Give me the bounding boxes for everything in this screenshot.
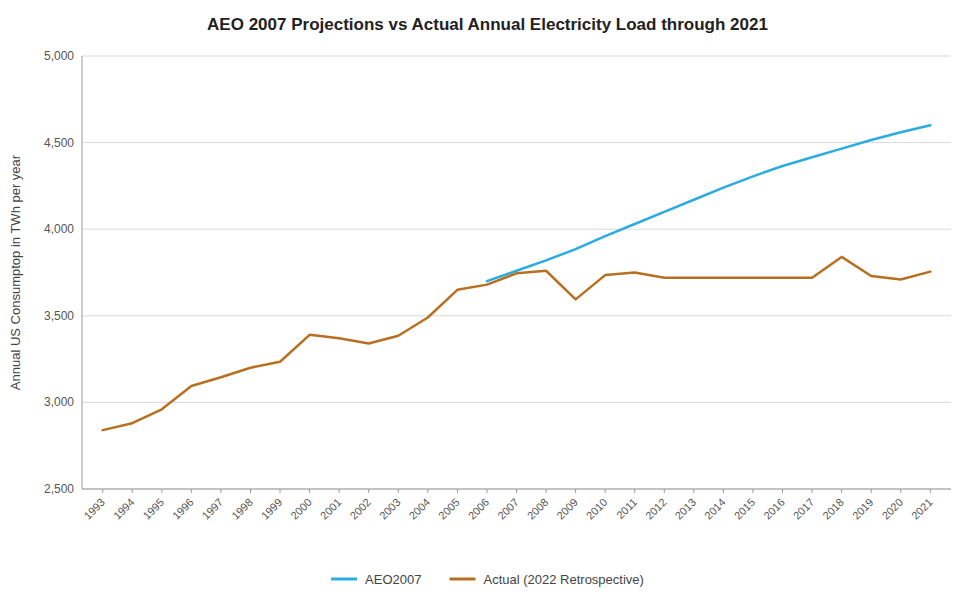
x-tick — [693, 489, 694, 493]
x-tick-label: 2013 — [672, 496, 698, 522]
x-tick — [457, 489, 458, 493]
x-tick-label: 2005 — [436, 496, 462, 522]
x-tick-label: 2007 — [495, 496, 521, 522]
x-tick — [546, 489, 547, 493]
x-axis: 1993199419951996199719981999200020012002… — [81, 489, 934, 522]
x-tick — [634, 489, 635, 493]
legend-swatch — [449, 578, 475, 581]
x-tick — [368, 489, 369, 493]
x-tick — [132, 489, 133, 493]
y-axis-label: Annual US Consumptop in TWh per year — [8, 154, 23, 390]
x-tick — [930, 489, 931, 493]
chart: AEO 2007 Projections vs Actual Annual El… — [0, 0, 975, 601]
grid-line — [82, 229, 951, 230]
y-tick-label: 3,500 — [44, 309, 74, 323]
x-tick — [871, 489, 872, 493]
x-tick — [280, 489, 281, 493]
x-tick — [782, 489, 783, 493]
y-axis-line — [82, 56, 83, 489]
x-tick — [723, 489, 724, 493]
series-line — [103, 257, 931, 430]
grid-line — [82, 402, 951, 403]
x-tick — [841, 489, 842, 493]
legend-label: AEO2007 — [365, 572, 421, 587]
x-tick — [250, 489, 251, 493]
x-tick — [486, 489, 487, 493]
title: AEO 2007 Projections vs Actual Annual El… — [207, 15, 768, 34]
x-tick-label: 2018 — [820, 496, 846, 522]
x-tick-label: 2012 — [643, 496, 669, 522]
x-tick-label: 2003 — [377, 496, 403, 522]
x-tick — [309, 489, 310, 493]
grid-line — [82, 315, 951, 316]
x-tick-label: 1997 — [200, 496, 226, 522]
x-tick — [339, 489, 340, 493]
grid — [82, 56, 951, 489]
x-tick-label: 1994 — [111, 496, 137, 522]
x-tick — [605, 489, 606, 493]
x-tick-label: 2011 — [614, 496, 639, 521]
x-tick — [516, 489, 517, 493]
x-tick-label: 2020 — [879, 496, 905, 522]
x-tick-label: 2015 — [732, 496, 758, 522]
plot-data — [103, 125, 931, 430]
x-tick — [900, 489, 901, 493]
series-line — [487, 125, 930, 281]
y-tick-label: 5,000 — [44, 49, 74, 63]
legend-item: AEO2007 — [331, 572, 421, 587]
x-tick-label: 1995 — [140, 496, 166, 522]
legend-label: Actual (2022 Retrospective) — [483, 572, 643, 587]
legend: AEO2007 Actual (2022 Retrospective) — [331, 572, 644, 587]
y-tick-label: 4,000 — [44, 222, 74, 236]
x-tick — [191, 489, 192, 493]
x-tick — [427, 489, 428, 493]
x-tick-label: 2000 — [288, 496, 314, 522]
legend-item: Actual (2022 Retrospective) — [449, 572, 643, 587]
x-tick — [575, 489, 576, 493]
x-tick-label: 2008 — [525, 496, 551, 522]
grid-line — [82, 142, 951, 143]
legend-swatch — [331, 578, 357, 581]
x-tick-label: 2001 — [318, 496, 344, 522]
x-tick-label: 2009 — [554, 496, 580, 522]
x-tick — [752, 489, 753, 493]
x-tick-label: 1993 — [81, 496, 107, 522]
x-tick-label: 1996 — [170, 496, 196, 522]
x-tick — [220, 489, 221, 493]
x-tick-label: 1998 — [229, 496, 255, 522]
x-tick — [102, 489, 103, 493]
x-tick-label: 2017 — [791, 496, 817, 522]
x-tick-label: 2004 — [406, 496, 432, 522]
x-tick-label: 2006 — [466, 496, 492, 522]
x-tick-label: 2002 — [347, 496, 373, 522]
x-tick-label: 2021 — [909, 496, 935, 522]
x-tick-label: 2016 — [761, 496, 787, 522]
x-tick-label: 1999 — [259, 496, 285, 522]
x-tick — [398, 489, 399, 493]
x-tick — [664, 489, 665, 493]
grid-line — [82, 56, 951, 57]
y-axis: 2,500 3,000 3,500 4,000 4,500 5,000 — [44, 49, 74, 496]
y-tick-label: 4,500 — [44, 136, 74, 150]
x-tick — [812, 489, 813, 493]
y-tick-label: 3,000 — [44, 395, 74, 409]
page: {"chart_data": { "type": "line", "title"… — [0, 0, 975, 601]
y-tick-label: 2,500 — [44, 482, 74, 496]
x-tick-label: 2010 — [584, 496, 610, 522]
x-tick — [161, 489, 162, 493]
x-tick-label: 2019 — [850, 496, 876, 522]
x-tick-label: 2014 — [702, 496, 728, 522]
